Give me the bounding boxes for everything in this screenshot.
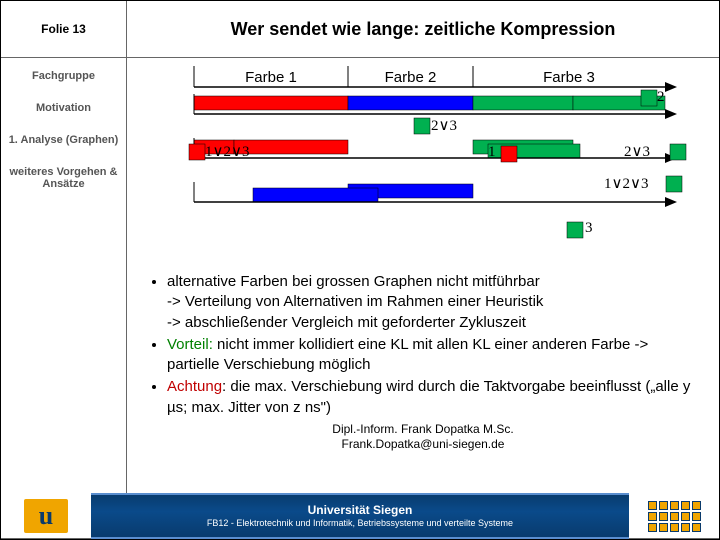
content: Wer sendet wie lange: zeitliche Kompress…	[127, 1, 719, 538]
bullet-item: Vorteil: nicht immer kollidiert eine KL …	[167, 335, 701, 376]
author-name: Dipl.-Inform. Frank Dopatka M.Sc.	[137, 422, 709, 438]
grid-logo-icon	[648, 501, 701, 532]
diagram-annotation: 1∨2∨3	[604, 174, 648, 193]
svg-text:Farbe 3: Farbe 3	[543, 69, 595, 86]
main-row: Folie 13 Fachgruppe Motivation 1. Analys…	[1, 1, 719, 539]
sidebar-item-motivation[interactable]: Motivation	[30, 102, 97, 114]
diagram-annotation: 1	[488, 144, 496, 161]
footer-logo-left: u	[1, 493, 91, 539]
page-title: Wer sendet wie lange: zeitliche Kompress…	[221, 19, 626, 40]
diagram-annotation: 2∨3	[431, 116, 457, 135]
footer: u Universität Siegen FB12 - Elektrotechn…	[1, 493, 719, 539]
title-bar: Wer sendet wie lange: zeitliche Kompress…	[127, 1, 719, 58]
sidebar-nav: Fachgruppe Motivation 1. Analyse (Graphe…	[1, 58, 126, 538]
footer-uni: Universität Siegen	[308, 503, 413, 517]
footer-logo-right	[629, 493, 719, 539]
svg-text:Farbe 2: Farbe 2	[385, 69, 437, 86]
slide: Folie 13 Fachgruppe Motivation 1. Analys…	[0, 0, 720, 540]
uni-logo-icon: u	[24, 499, 68, 533]
bullet-item: Achtung: die max. Verschiebung wird durc…	[167, 377, 701, 418]
slide-number: Folie 13	[1, 1, 126, 58]
author-block: Dipl.-Inform. Frank Dopatka M.Sc. Frank.…	[137, 422, 709, 453]
diagram-annotation: 2∨3	[624, 142, 650, 161]
bullet-item: alternative Farben bei grossen Graphen n…	[167, 272, 701, 333]
diagram-annotation: 1∨2∨3	[205, 142, 249, 161]
diagram-svg: Farbe 1 Farbe 2 Farbe 3	[153, 66, 693, 266]
author-email: Frank.Dopatka@uni-siegen.de	[137, 437, 709, 453]
body: Farbe 1 Farbe 2 Farbe 3 2 2∨3 1∨2∨3 1 2∨3 1∨2∨3…	[127, 58, 719, 538]
sidebar-item-weiteres[interactable]: weiteres Vorgehen & Ansätze	[1, 166, 126, 190]
diagram-annotation: 3	[585, 220, 593, 237]
diagram-annotation: 2	[657, 89, 665, 106]
sidebar: Folie 13 Fachgruppe Motivation 1. Analys…	[1, 1, 127, 538]
bullet-list: alternative Farben bei grossen Graphen n…	[145, 272, 701, 418]
sidebar-item-analyse[interactable]: 1. Analyse (Graphen)	[3, 134, 125, 146]
footer-dept: FB12 - Elektrotechnik und Informatik, Be…	[207, 518, 513, 529]
sidebar-item-fachgruppe[interactable]: Fachgruppe	[26, 70, 101, 82]
svg-text:Farbe 1: Farbe 1	[245, 69, 297, 86]
timeline-diagram: Farbe 1 Farbe 2 Farbe 3 2 2∨3 1∨2∨3 1 2∨3 1∨2∨3…	[153, 66, 693, 266]
footer-text: Universität Siegen FB12 - Elektrotechnik…	[91, 493, 629, 539]
